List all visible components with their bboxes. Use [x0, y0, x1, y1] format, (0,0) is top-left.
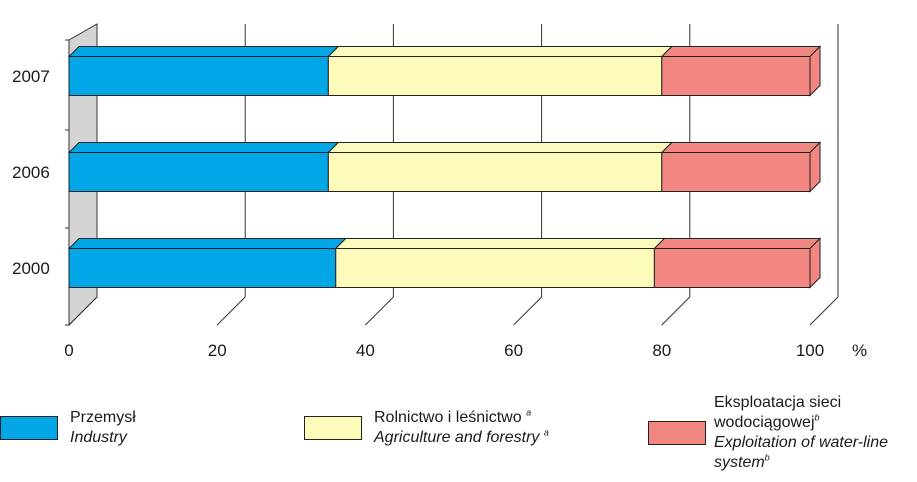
category-label: 2007: [12, 67, 50, 86]
bar-segment: [327, 56, 663, 96]
bar-segment: [327, 152, 663, 192]
bar-top-face: [327, 46, 674, 57]
x-tick-label: 40: [356, 341, 375, 360]
footnote-mark: a: [543, 427, 549, 438]
legend-item-agriculture: Rolnictwo i leśnictwo a Agriculture and …: [304, 408, 549, 448]
bar-top-face: [327, 142, 674, 153]
legend-label-en: Agriculture and forestry: [374, 429, 540, 446]
bar-top-face: [67, 46, 340, 57]
footnote-mark: b: [814, 412, 820, 423]
floor-gridline: [809, 296, 839, 326]
x-unit-label: %: [852, 341, 867, 360]
floor-gridline: [68, 296, 98, 326]
legend-swatch-water-line: [648, 421, 706, 445]
legend-swatch-agriculture: [304, 416, 362, 440]
bar-top-face: [334, 238, 666, 249]
legend-label-en: Exploitation of water-line: [714, 434, 889, 451]
legend-label-pl: wodociągowej: [714, 414, 815, 431]
bar-segment: [68, 152, 329, 192]
x-tick-label: 100: [796, 341, 824, 360]
legend-label-pl: Rolnictwo i leśnictwo: [374, 409, 522, 426]
legend-label-pl: Przemysł: [70, 409, 136, 426]
stacked-bar-chart: 2007 2006 2000 0 20 40 60 80 100%: [12, 23, 867, 360]
category-label: 2000: [12, 259, 50, 278]
bar-segment: [661, 56, 811, 96]
bar-segment: [653, 248, 811, 288]
legend-label-en: system: [714, 454, 765, 471]
legend-swatch-industry: [0, 416, 58, 440]
bar-segment: [335, 248, 655, 288]
floor-gridline: [513, 296, 542, 326]
bar-top-face: [67, 142, 340, 153]
legend-label-en: Industry: [70, 429, 127, 446]
bar-segment: [68, 56, 329, 96]
category-label: 2006: [12, 163, 50, 182]
footnote-mark: b: [764, 452, 770, 463]
x-tick-label: 60: [504, 341, 523, 360]
legend-text-agriculture: Rolnictwo i leśnictwo a Agriculture and …: [374, 408, 549, 448]
x-tick-label: 20: [208, 341, 227, 360]
bar-top-face: [660, 142, 822, 153]
floor-gridline: [365, 296, 394, 326]
legend-text-water-line: Eksploatacja sieci wodociągowejb Exploit…: [714, 393, 888, 473]
bar-segment: [68, 248, 337, 288]
legend-text-industry: Przemysł Industry: [70, 408, 136, 448]
bar-side-face: [809, 141, 821, 193]
bar-side-face: [809, 45, 821, 97]
x-tick-label: 80: [652, 341, 671, 360]
bar-segment: [661, 152, 811, 192]
legend-item-water-line: Eksploatacja sieci wodociągowejb Exploit…: [648, 393, 888, 473]
legend-item-industry: Przemysł Industry: [0, 408, 136, 448]
footnote-mark: a: [526, 407, 532, 418]
floor-gridline: [661, 296, 691, 326]
bar-top-face: [660, 46, 822, 57]
bar-side-face: [809, 237, 821, 289]
bar-top-face: [67, 238, 347, 249]
legend-label-pl: Eksploatacja sieci: [714, 394, 842, 411]
floor-gridline: [216, 296, 246, 326]
x-tick-label: 0: [64, 341, 73, 360]
bar-top-face: [653, 238, 822, 249]
